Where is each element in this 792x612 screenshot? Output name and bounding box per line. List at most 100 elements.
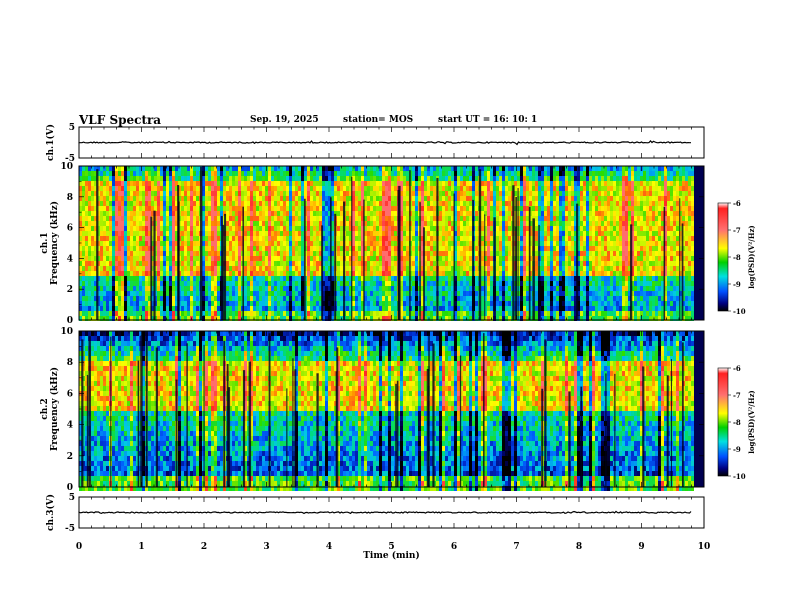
ch1-spectrogram-cell xyxy=(490,196,493,201)
ch1-spectrogram-cell xyxy=(523,256,526,261)
ch1-spectrogram-cell xyxy=(127,176,130,181)
ch1-spectrogram-cell xyxy=(298,181,301,186)
ch1-spectrogram-cell xyxy=(295,216,298,221)
ch1-spectrogram-cell xyxy=(166,301,169,306)
ch1-spectrogram-cell xyxy=(472,166,475,171)
ch1-spectrogram-cell xyxy=(334,201,337,206)
ch1-spectrogram-cell xyxy=(157,241,160,246)
ch1-spectrogram-cell xyxy=(394,211,397,216)
ch1-spectrogram-cell xyxy=(376,196,379,201)
ch1-spectrogram-cell xyxy=(283,226,286,231)
ch1-spectrogram-cell xyxy=(157,301,160,306)
ch1-spectrogram-cell xyxy=(289,316,292,321)
ch1-spectrogram-cell xyxy=(466,176,469,181)
ch1-spectrogram-cell xyxy=(322,281,325,286)
ch1-spectrogram-cell xyxy=(148,206,151,211)
ch1-spectrogram-cell xyxy=(277,186,280,191)
ch1-spectrogram-cell xyxy=(136,171,139,176)
ch1-spectrogram-cell xyxy=(235,216,238,221)
ch1-spectrogram-cell xyxy=(88,231,91,236)
ch1-spectrogram-cell xyxy=(316,211,319,216)
ch1-spectrogram-cell xyxy=(373,196,376,201)
ch1-spectrogram-cell xyxy=(253,226,256,231)
ch1-spectrogram-cell xyxy=(481,286,484,291)
ch1-spectrogram-cell xyxy=(283,181,286,186)
ch1-spectrogram-cell xyxy=(352,231,355,236)
ch1-spectrogram-cell xyxy=(481,266,484,271)
ch1-spectrogram-cell xyxy=(139,266,142,271)
ch1-spectrogram-cell xyxy=(502,226,505,231)
ch1-spectrogram-cell xyxy=(358,206,361,211)
ch1-spectrogram-cell xyxy=(463,251,466,256)
ch1-spectrogram-cell xyxy=(379,206,382,211)
ch1-spectrogram-cell xyxy=(202,166,205,171)
ch1-spectrogram-cell xyxy=(208,211,211,216)
ch1-spectrogram-cell xyxy=(328,311,331,316)
ch1-spectrogram-cell xyxy=(337,271,340,276)
ch1-spectrogram-cell xyxy=(331,276,334,281)
ch1-spectrogram-cell xyxy=(295,251,298,256)
ch1-spectrogram-cell xyxy=(526,311,529,316)
ch1-spectrogram-cell xyxy=(382,221,385,226)
ch1-spectrogram-cell xyxy=(463,181,466,186)
ch1-spectrogram-cell xyxy=(148,246,151,251)
ch1-spectrogram-cell xyxy=(112,286,115,291)
ch1-spectrogram-cell xyxy=(502,291,505,296)
ch1-spectrogram-cell xyxy=(415,291,418,296)
ch1-spectrogram-cell xyxy=(427,266,430,271)
ch1-spectrogram-cell xyxy=(340,206,343,211)
ch1-spectrogram-cell xyxy=(85,241,88,246)
ch1-spectrogram-cell xyxy=(157,211,160,216)
ch1-spectrogram-cell xyxy=(541,276,544,281)
ch1-spectrogram-cell xyxy=(109,251,112,256)
ch1-spectrogram-cell xyxy=(433,291,436,296)
ch1-spectrogram-cell xyxy=(244,191,247,196)
ch1-spectrogram-cell xyxy=(424,186,427,191)
ch1-spectrogram-cell xyxy=(526,301,529,306)
ch1-spectrogram-cell xyxy=(166,186,169,191)
ch1-spectrogram-cell xyxy=(280,256,283,261)
ch1-spectrogram-cell xyxy=(421,166,424,171)
ch1-spectrogram-cell xyxy=(160,241,163,246)
ch1-spectrogram-cell xyxy=(364,171,367,176)
ch1-spectrogram-cell xyxy=(379,291,382,296)
ch1-spectrogram-cell xyxy=(451,296,454,301)
ch1-spectrogram-cell xyxy=(499,181,502,186)
ch1-spectrogram-cell xyxy=(184,191,187,196)
ch1-spectrogram-cell xyxy=(259,286,262,291)
ch1-spectrogram-cell xyxy=(214,246,217,251)
ch1-spectrogram-cell xyxy=(295,206,298,211)
ch1-spectrogram-cell xyxy=(388,201,391,206)
ch1-spectrogram-cell xyxy=(517,181,520,186)
ch1-spectrogram-cell xyxy=(346,241,349,246)
ch1-spectrogram-cell xyxy=(301,201,304,206)
ch1-spectrogram-cell xyxy=(148,311,151,316)
ch1-spectrogram-cell xyxy=(301,236,304,241)
ch1-spectrogram-cell xyxy=(238,221,241,226)
ch1-spectrogram-cell xyxy=(550,171,553,176)
ch1-spectrogram-cell xyxy=(301,191,304,196)
ch1-spectrogram-cell xyxy=(370,216,373,221)
ch1-spectrogram-cell xyxy=(349,266,352,271)
ch1-spectrogram-cell xyxy=(307,206,310,211)
ch1-spectrogram-cell xyxy=(379,191,382,196)
ch1-spectrogram-cell xyxy=(448,251,451,256)
ch1-spectrogram-cell xyxy=(148,256,151,261)
ch1-spectrogram-cell xyxy=(109,186,112,191)
ch1-spectrogram-cell xyxy=(310,181,313,186)
ch1-spectrogram-cell xyxy=(523,311,526,316)
ch1-spectrogram-cell xyxy=(169,286,172,291)
ch1-spectrogram-cell xyxy=(364,211,367,216)
ch1-spectrogram-cell xyxy=(469,246,472,251)
ch1-spectrogram-cell xyxy=(82,261,85,266)
ch1-spectrogram-cell xyxy=(490,256,493,261)
ch1-spectrogram-cell xyxy=(232,301,235,306)
ch1-spectrogram-cell xyxy=(349,201,352,206)
ch1-spectrogram-cell xyxy=(286,246,289,251)
ch1-spectrogram-cell xyxy=(355,181,358,186)
ch1-spectrogram-cell xyxy=(328,246,331,251)
ch1-spectrogram-cell xyxy=(196,201,199,206)
ch1-spectrogram-cell xyxy=(277,196,280,201)
ch1-spectrogram-cell xyxy=(88,211,91,216)
ch1-spectrogram-cell xyxy=(448,306,451,311)
